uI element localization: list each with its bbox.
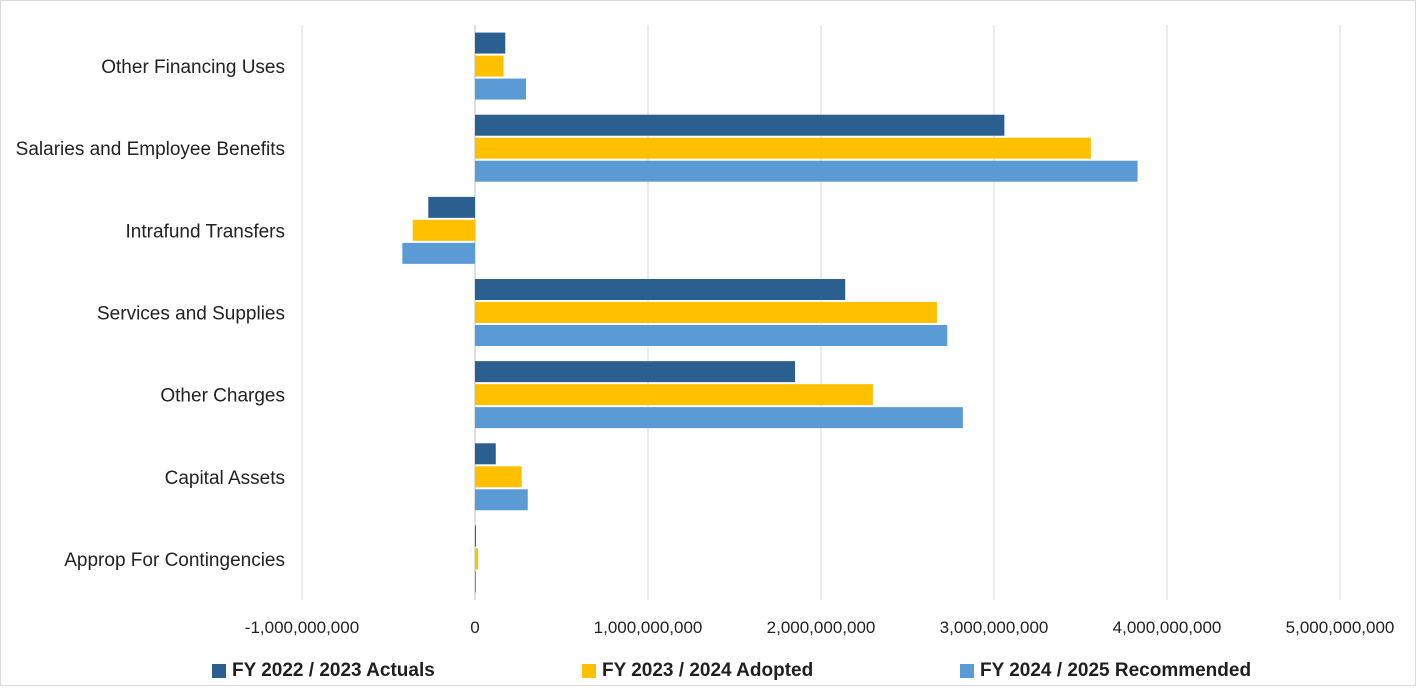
x-tick-label: 1,000,000,000 xyxy=(594,618,703,637)
category-label-other-charges: Other Charges xyxy=(160,386,285,407)
bar-salaries-and-employee-benefits-2 xyxy=(475,160,1138,182)
bar-capital-assets-2 xyxy=(475,489,528,511)
bar-chart: Other Financing Uses Salaries and Employe… xyxy=(16,25,1395,637)
bar-intrafund-transfers-0 xyxy=(428,196,475,218)
bar-services-and-supplies-1 xyxy=(475,302,937,323)
category-label-salaries-and-employee-benefits: Salaries and Employee Benefits xyxy=(16,139,285,160)
category-label-capital-assets: Capital Assets xyxy=(165,468,285,489)
bars xyxy=(402,32,1138,593)
category-labels: Other Financing Uses Salaries and Employe… xyxy=(16,57,285,571)
x-tick-label: 0 xyxy=(470,618,479,637)
category-label-services-and-supplies: Services and Supplies xyxy=(97,304,285,325)
bar-other-charges-2 xyxy=(475,407,963,429)
bar-other-financing-uses-2 xyxy=(475,78,527,100)
bar-intrafund-transfers-2 xyxy=(402,242,475,264)
legend-swatch-actuals xyxy=(212,664,226,678)
legend-item-adopted: FY 2023 / 2024 Adopted xyxy=(582,660,813,682)
bar-other-financing-uses-0 xyxy=(475,32,506,54)
bar-other-financing-uses-1 xyxy=(475,55,504,77)
bar-services-and-supplies-0 xyxy=(475,279,846,300)
category-label-approp-for-contingencies: Approp For Contingencies xyxy=(64,550,285,571)
bar-salaries-and-employee-benefits-1 xyxy=(475,137,1091,159)
legend-item-recommended: FY 2024 / 2025 Recommended xyxy=(960,660,1251,682)
legend-item-actuals: FY 2022 / 2023 Actuals xyxy=(212,660,435,682)
x-tick-label: 5,000,000,000 xyxy=(1286,618,1395,637)
legend-label-adopted: FY 2023 / 2024 Adopted xyxy=(602,660,814,681)
bar-capital-assets-0 xyxy=(475,443,496,465)
legend-swatch-adopted xyxy=(582,664,596,678)
x-tick-label: 2,000,000,000 xyxy=(767,618,876,637)
legend-label-actuals: FY 2022 / 2023 Actuals xyxy=(232,660,435,681)
bar-intrafund-transfers-1 xyxy=(412,219,475,241)
bar-other-charges-1 xyxy=(475,384,873,406)
legend-label-recommended: FY 2024 / 2025 Recommended xyxy=(980,660,1252,681)
legend: FY 2022 / 2023 Actuals FY 2023 / 2024 Ad… xyxy=(0,660,1418,686)
x-tick-labels: -1,000,000,000 0 1,000,000,000 2,000,000,00… xyxy=(245,618,1395,637)
bar-approp-for-contingencies-0 xyxy=(475,525,476,547)
bar-salaries-and-employee-benefits-0 xyxy=(475,114,1005,136)
legend-swatch-recommended xyxy=(960,664,974,678)
bar-other-charges-0 xyxy=(475,361,796,383)
category-label-intrafund-transfers: Intrafund Transfers xyxy=(126,221,285,242)
category-label-other-financing-uses: Other Financing Uses xyxy=(101,57,285,78)
bar-services-and-supplies-2 xyxy=(475,325,948,346)
bar-approp-for-contingencies-1 xyxy=(475,548,479,570)
x-tick-label: 3,000,000,000 xyxy=(940,618,1049,637)
bar-approp-for-contingencies-2 xyxy=(475,571,477,593)
x-tick-label: -1,000,000,000 xyxy=(245,618,359,637)
bar-capital-assets-1 xyxy=(475,466,522,488)
x-tick-label: 4,000,000,000 xyxy=(1113,618,1222,637)
